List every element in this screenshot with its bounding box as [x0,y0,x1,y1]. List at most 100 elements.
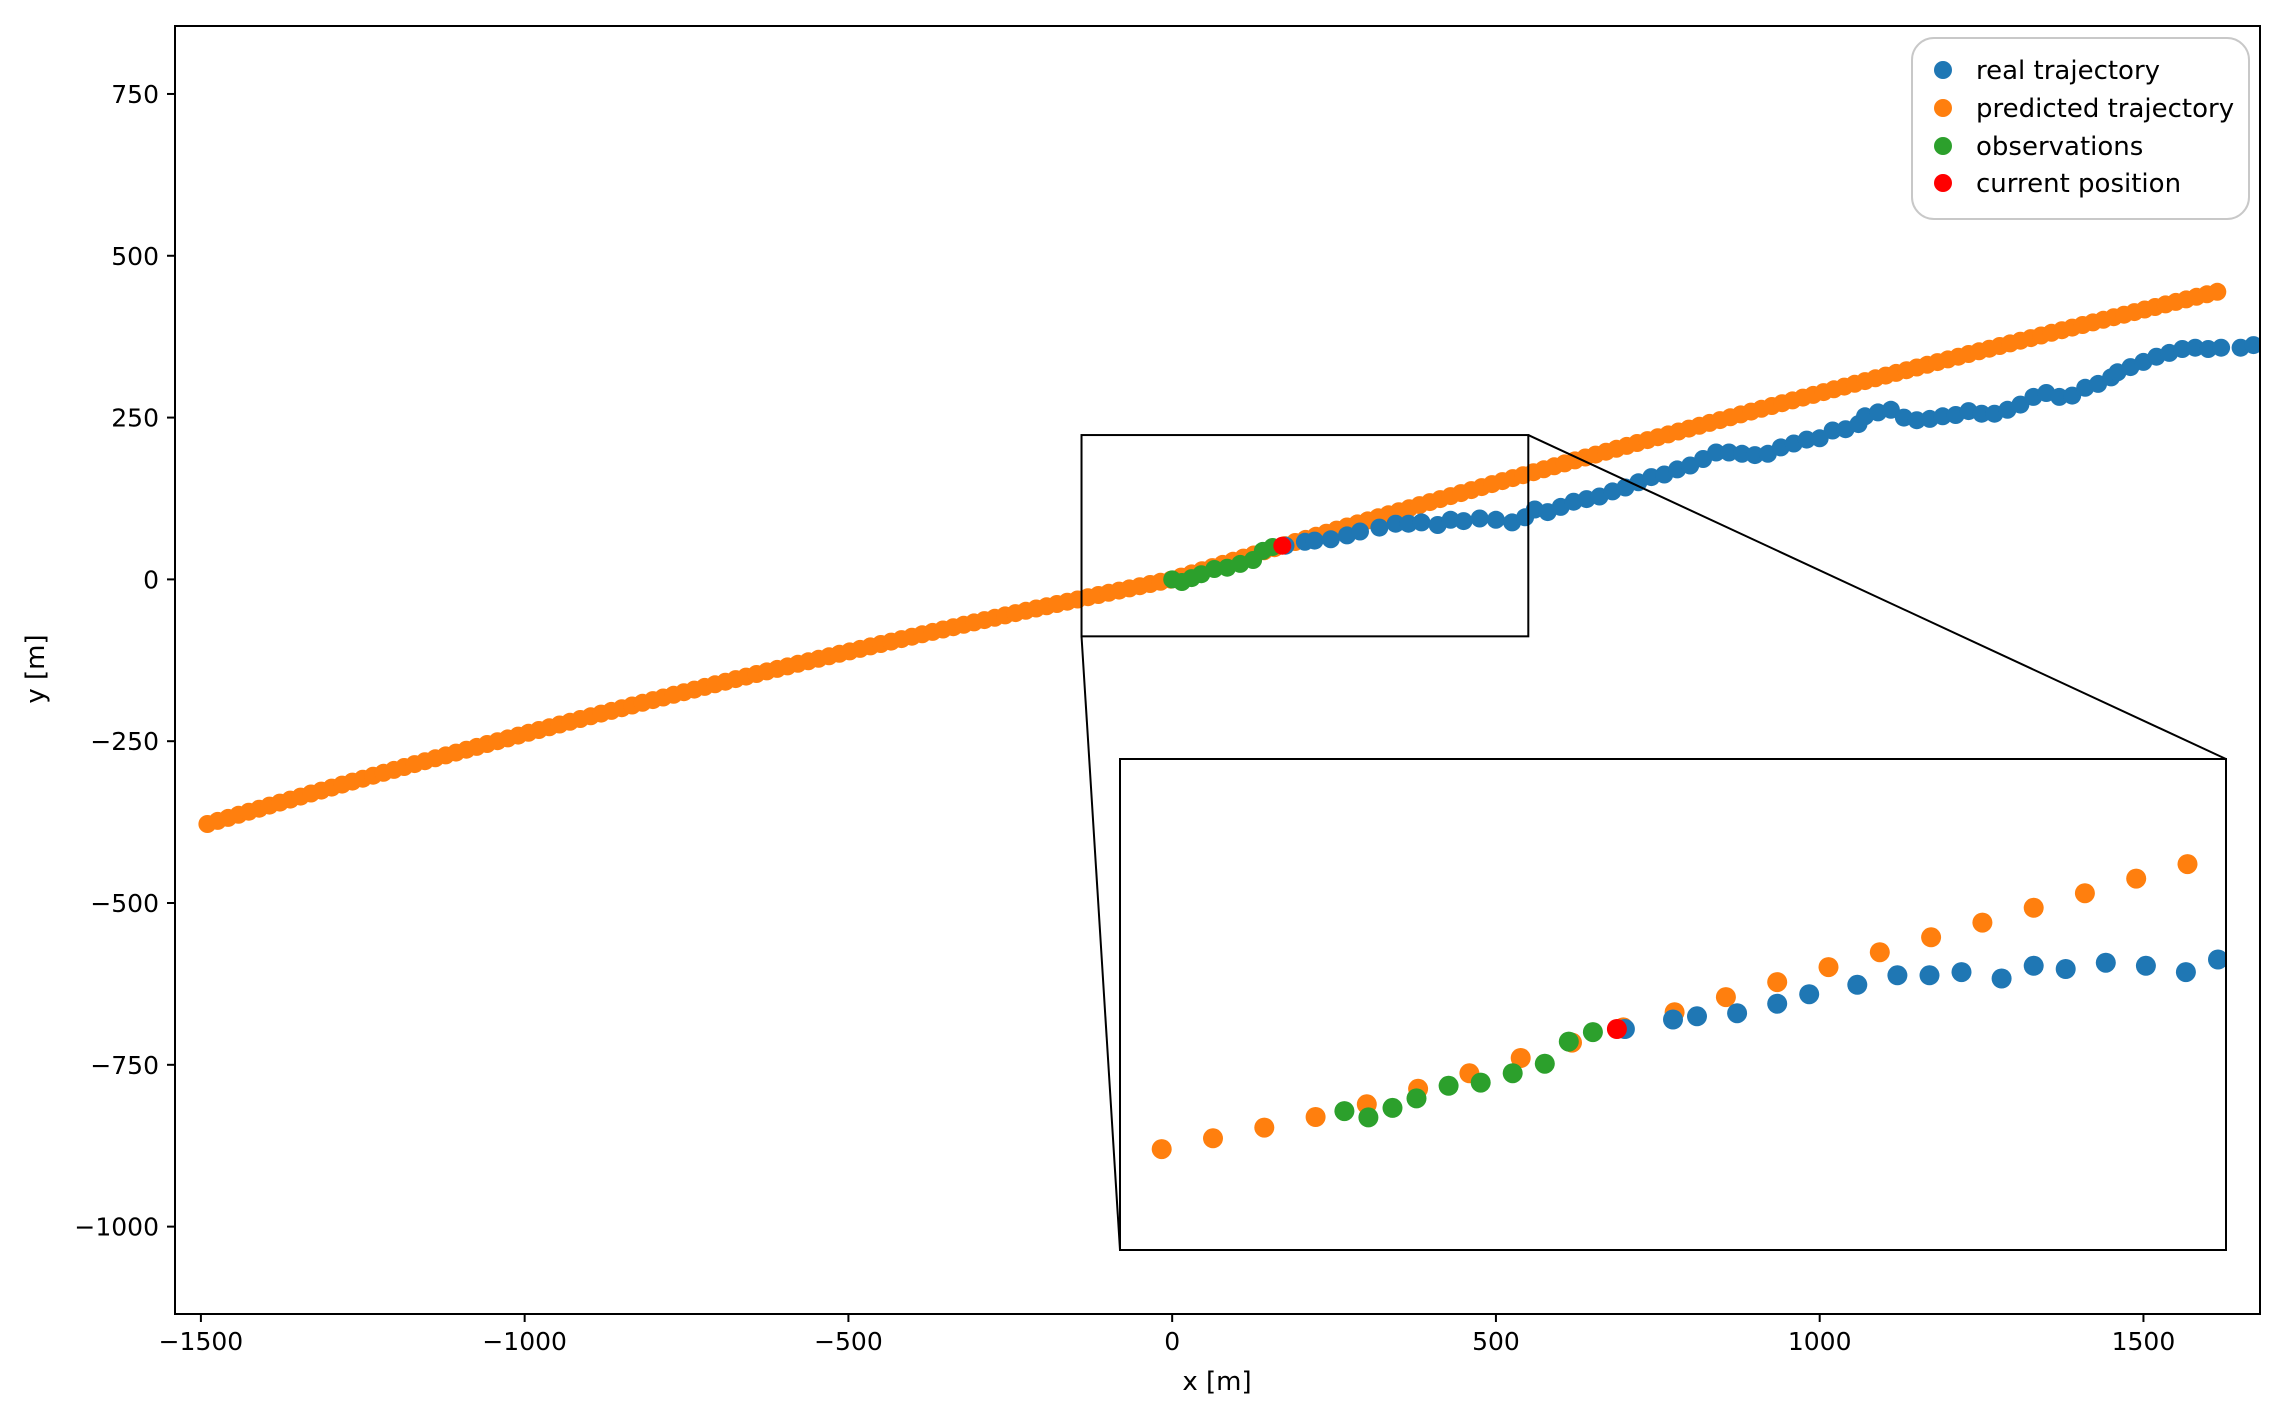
real-point-13 [1470,509,1489,528]
real-point-47 [1907,411,1926,430]
real-point-52 [1972,404,1991,423]
legend-label-real-trajectory: real trajectory [1976,56,2160,86]
inset-observation-point-6 [1502,1063,1523,1084]
real-point-8 [1399,514,1418,533]
zoom-source-box [1080,434,1530,638]
x-tick-label: −1500 [159,1327,244,1356]
inset-real-point-11 [2023,955,2044,976]
x-tick-label: −1000 [482,1327,567,1356]
zoom-connector-right [1527,434,2227,760]
y-tick-label: −500 [90,889,159,918]
real-point-14 [1486,510,1505,529]
x-tick-label: 0 [1164,1327,1180,1356]
inset-observation-point-2 [1382,1097,1403,1118]
inset-real-point-14 [2135,955,2156,976]
predicted-point-194 [2208,282,2227,301]
inset-predicted-point-108 [1715,987,1736,1008]
inset-real-point-3 [1727,1003,1748,1024]
inset-predicted-point-112 [1818,957,1839,978]
inset-observation-point-8 [1558,1031,1579,1052]
inset-real-point-13 [2095,952,2116,973]
real-point-71 [2212,338,2231,357]
x-tick-label: −500 [814,1327,883,1356]
legend: real trajectory predicted trajectory obs… [1911,37,2250,220]
inset-predicted-point-124 [2126,868,2147,889]
real-point-5 [1351,522,1369,541]
inset-predicted-point-90 [1254,1117,1275,1138]
inset-current-position-point-0 [1606,1019,1627,1039]
y-tick-label: 500 [111,242,159,271]
inset-observation-point-7 [1534,1053,1555,1074]
inset-predicted-point-92 [1305,1107,1326,1127]
y-tick-label: −750 [90,1051,159,1080]
inset-predicted-point-122 [2074,883,2095,904]
y-tick-label: 750 [111,80,159,109]
x-tick-label: 500 [1472,1327,1520,1356]
y-axis-label: y [m] [21,634,51,703]
x-tick-label: 1500 [2112,1327,2176,1356]
real-point-49 [1933,407,1952,426]
inset-predicted-point-86 [1151,1139,1172,1160]
inset-predicted-point-118 [1972,912,1993,933]
main-plot-frame [174,25,2261,1315]
real-point-3 [1321,530,1340,549]
real-point-2 [1305,531,1324,550]
inset-frame [1119,758,2227,1251]
zoom-connector-left [1080,636,1121,1251]
real-point-40 [1823,421,1842,440]
real-point-6 [1370,518,1389,537]
inset-real-point-16 [2208,949,2226,970]
inset-predicted-point-88 [1203,1128,1223,1149]
legend-label-current-position: current position [1976,169,2181,199]
inset-observation-point-4 [1438,1075,1459,1096]
inset-predicted-point-100 [1510,1048,1531,1068]
inset-real-point-10 [1991,968,2012,989]
legend-marker-observations [1934,137,1952,155]
inset-real-point-2 [1687,1006,1707,1027]
inset-observation-point-9 [1582,1022,1603,1043]
y-tick-label: −1000 [74,1213,159,1242]
real-point-7 [1386,514,1405,533]
inset-plot-points [1120,840,2252,1163]
legend-label-predicted-trajectory: predicted trajectory [1976,94,2234,124]
real-point-9 [1412,513,1431,532]
main-plot-points [198,282,2260,833]
inset-predicted-point-110 [1767,972,1788,993]
real-point-31 [1707,443,1726,462]
legend-marker-predicted-trajectory [1934,99,1952,117]
inset-real-point-8 [1919,965,1940,986]
real-point-73 [2244,336,2260,355]
legend-box [1911,37,2250,220]
y-tick-label: −250 [90,727,159,756]
inset-real-point-4 [1767,993,1788,1014]
inset-observation-point-0 [1334,1101,1355,1122]
x-tick-label: 1000 [1788,1327,1852,1356]
inset-real-point-17 [2232,931,2252,951]
inset-observation-point-5 [1470,1072,1491,1093]
real-point-12 [1454,512,1473,531]
current-position-point-0 [1273,536,1292,555]
inset-predicted-point-120 [2023,897,2044,918]
inset-predicted-point-114 [1869,942,1890,963]
inset-predicted-point-84 [1120,1157,1121,1163]
real-point-34 [1745,446,1764,465]
inset-predicted-point-128 [2229,840,2249,860]
inset-real-point-12 [2055,959,2076,979]
inset-real-point-5 [1799,984,1820,1005]
inset-observation-point-3 [1406,1088,1427,1109]
inset-real-point-7 [1887,965,1908,986]
inset-real-point-9 [1951,962,1972,983]
real-point-11 [1441,510,1460,529]
legend-label-observations: observations [1976,132,2143,162]
legend-marker-current-position [1934,174,1952,192]
inset-predicted-point-116 [1921,927,1942,948]
inset-predicted-point-126 [2177,854,2198,875]
inset-real-point-15 [2175,962,2196,983]
x-axis-label: x [m] [1182,1367,1251,1397]
y-tick-label: 250 [111,404,159,433]
legend-marker-real-trajectory [1934,61,1952,79]
real-point-59 [2063,386,2082,405]
real-point-39 [1810,429,1829,448]
real-point-45 [1881,400,1900,419]
